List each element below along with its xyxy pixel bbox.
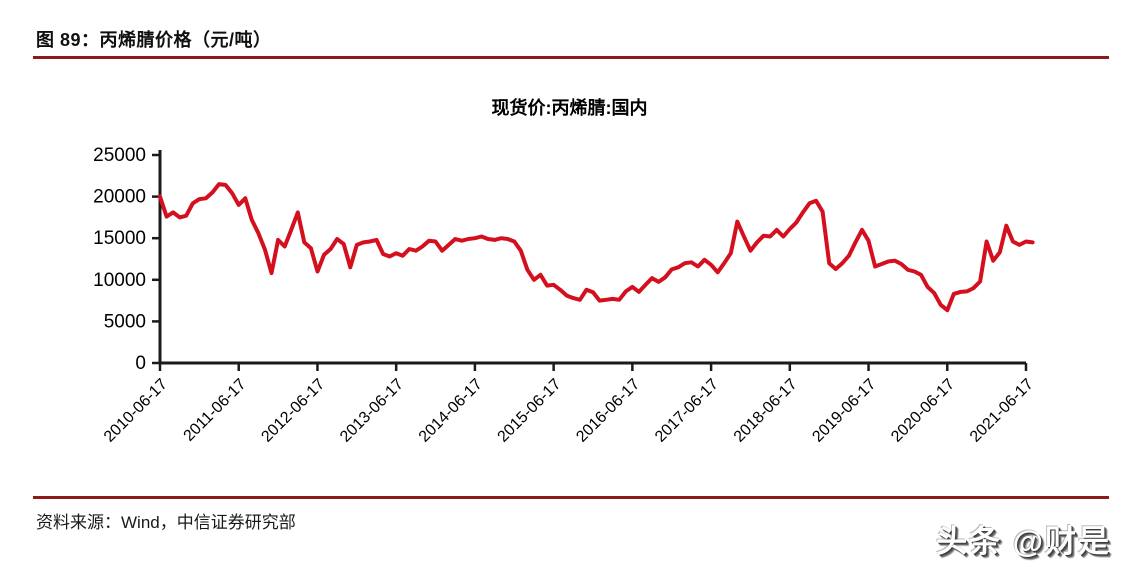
x-tick-label: 2020-06-17 [888, 376, 958, 446]
y-tick-label: 15000 [93, 228, 146, 249]
x-tick-label: 2017-06-17 [652, 376, 722, 446]
x-tick-label: 2012-06-17 [258, 376, 328, 446]
chart-series-title: 现货价:丙烯腈:国内 [491, 98, 648, 118]
x-tick-label: 2011-06-17 [181, 376, 250, 445]
x-tick-label: 2015-06-17 [495, 376, 565, 446]
y-tick-label: 25000 [93, 145, 146, 166]
y-tick-label: 0 [135, 353, 146, 374]
x-tick-label: 2013-06-17 [337, 376, 407, 446]
price-series-line [158, 182, 1035, 313]
watermark-text: 头条 @财是 [936, 524, 1111, 559]
x-tick-label: 2019-06-17 [809, 376, 879, 446]
y-tick-label: 20000 [93, 187, 146, 208]
footer-divider [33, 496, 1109, 499]
y-tick-label: 5000 [104, 311, 146, 332]
figure-title: 图 89：丙烯腈价格（元/吨） [36, 30, 272, 50]
x-tick-label: 2018-06-17 [731, 376, 801, 446]
x-tick-label: 2010-06-17 [101, 376, 171, 446]
y-tick-label: 10000 [93, 270, 146, 291]
x-tick-label: 2016-06-17 [573, 376, 643, 446]
header-divider [33, 56, 1109, 59]
x-tick-label: 2021-06-17 [967, 376, 1037, 446]
x-tick-label: 2014-06-17 [416, 376, 486, 446]
data-source-note: 资料来源：Wind，中信证券研究部 [36, 513, 296, 532]
